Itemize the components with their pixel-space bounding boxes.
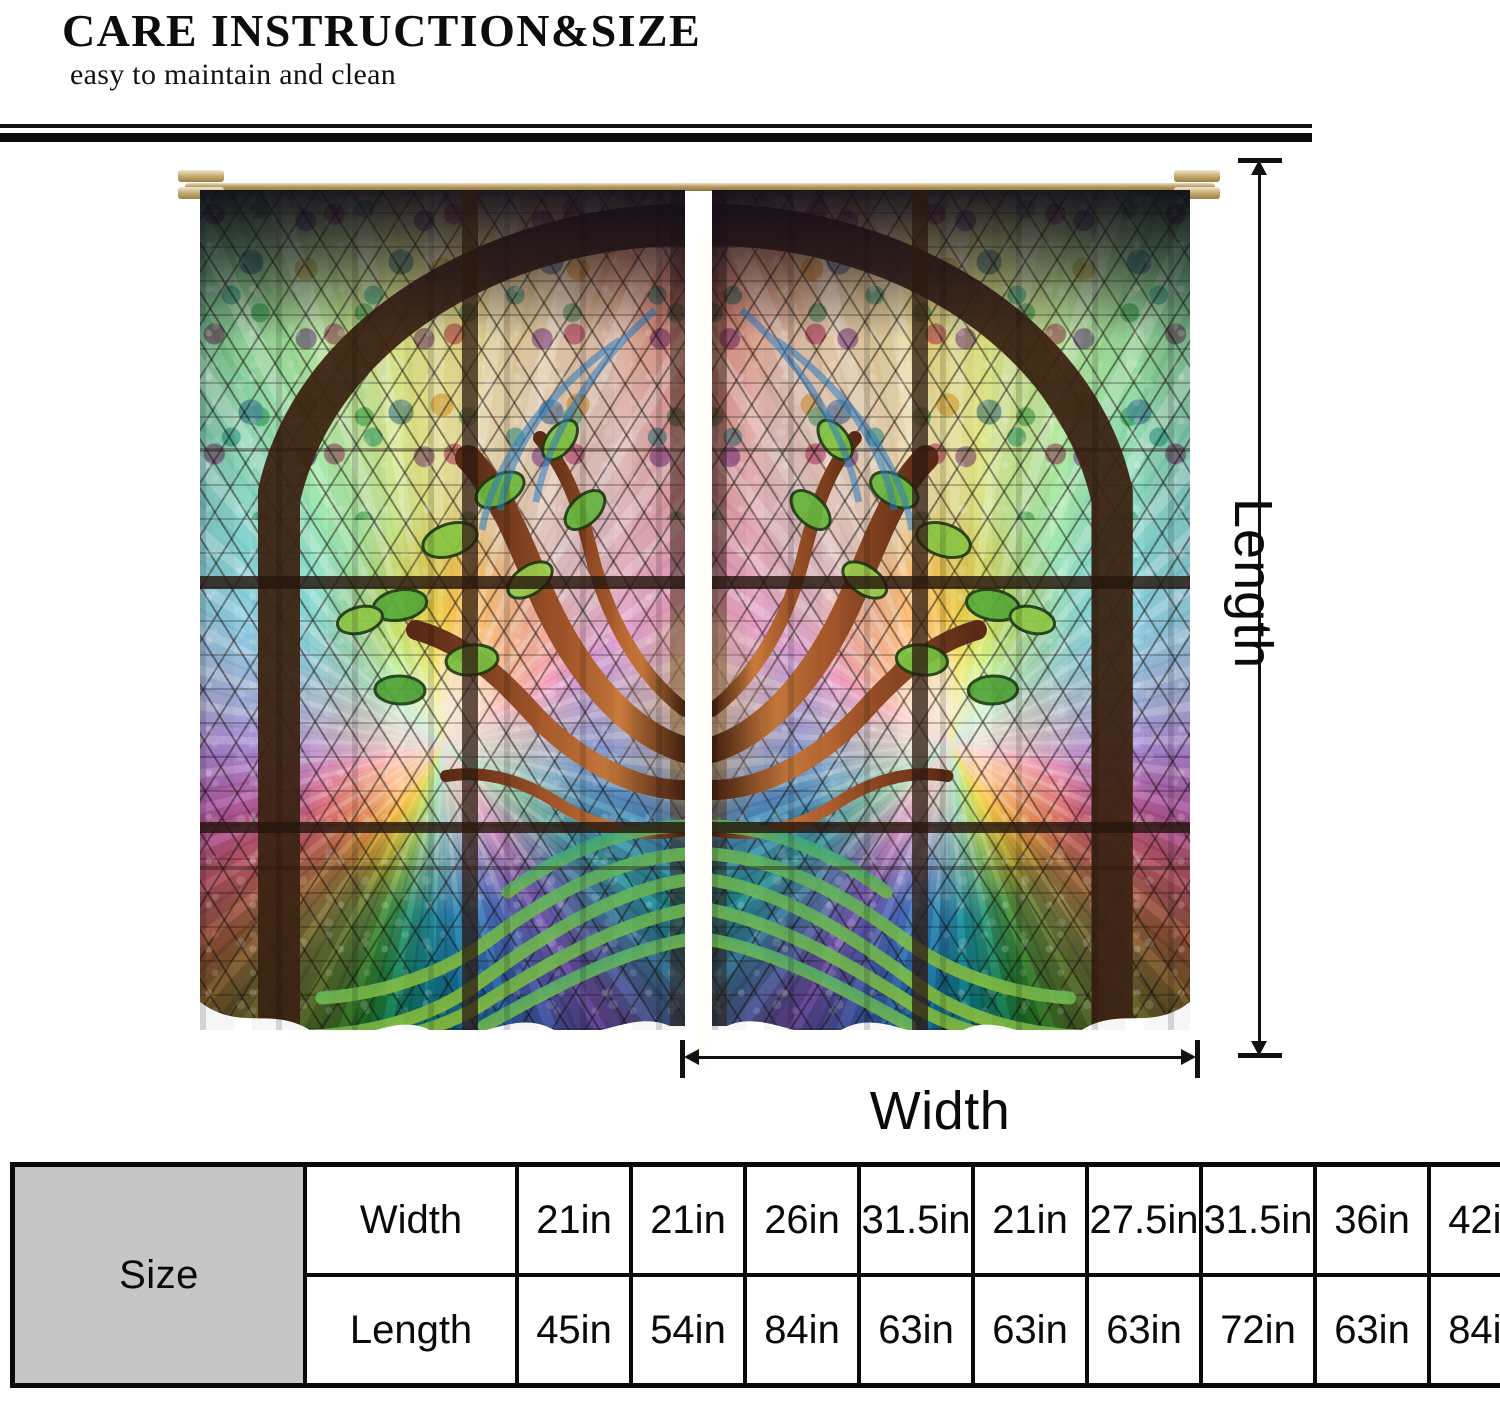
tree-of-life-artwork-left (200, 190, 685, 1030)
width-value-7: 31.5in (1199, 1162, 1317, 1277)
product-image (0, 150, 1280, 1070)
table-row-length: Length 45in 54in 84in 63in 63in 63in 72i… (13, 1273, 1500, 1388)
tree-of-life-artwork-right (712, 190, 1190, 1030)
window-mullion-right-1 (712, 576, 1190, 589)
length-value-8: 63in (1313, 1273, 1431, 1388)
length-value-2: 54in (629, 1273, 747, 1388)
length-value-5: 63in (971, 1273, 1089, 1388)
width-dimension-callout: Width (680, 1040, 1200, 1141)
length-value-7: 72in (1199, 1273, 1317, 1388)
width-value-3: 26in (743, 1162, 861, 1277)
width-value-9: 42in (1427, 1162, 1500, 1277)
row-label-length: Length (303, 1273, 519, 1388)
size-table: Size Width 21in 21in 26in 31.5in 21in 27… (10, 1162, 1500, 1388)
length-arrowhead-down-icon (1251, 1041, 1267, 1056)
panel-gap-light (685, 230, 712, 1070)
window-mullion-left-2 (200, 822, 685, 833)
length-label: Length (1223, 498, 1283, 670)
curtain-header-shadow-left (200, 190, 685, 340)
curtain-panel-right (712, 190, 1190, 1030)
size-header-cell: Size (10, 1162, 307, 1388)
window-mullion-right-2 (712, 822, 1190, 833)
row-label-width: Width (303, 1162, 519, 1277)
window-mullion-vertical-right (912, 190, 928, 1030)
width-arrow-line (694, 1056, 1186, 1059)
size-chart: Size Width 21in 21in 26in 31.5in 21in 27… (10, 1162, 1500, 1388)
curtain-rod (185, 183, 1215, 191)
window-mullion-left-3 (200, 866, 685, 870)
length-value-9: 84in (1427, 1273, 1500, 1388)
curtain-header-shadow-right (712, 190, 1190, 340)
window-mullion-right-4 (712, 448, 1190, 451)
length-value-6: 63in (1085, 1273, 1203, 1388)
page-title: CARE INSTRUCTION&SIZE (62, 5, 702, 56)
window-mullion-vertical-left (462, 190, 478, 1030)
width-value-8: 36in (1313, 1162, 1431, 1277)
length-arrowhead-up-icon (1251, 160, 1267, 175)
curtain-panels (200, 190, 1190, 1070)
page-subtitle: easy to maintain and clean (70, 58, 397, 91)
width-value-2: 21in (629, 1162, 747, 1277)
width-tick-right (1195, 1040, 1200, 1078)
length-value-1: 45in (515, 1273, 633, 1388)
window-mullion-left-4 (200, 448, 685, 451)
width-value-1: 21in (515, 1162, 633, 1277)
window-mullion-left-1 (200, 576, 685, 589)
width-value-6: 27.5in (1085, 1162, 1203, 1277)
width-arrowhead-right-icon (1181, 1049, 1196, 1065)
curtain-panel-left (200, 190, 685, 1030)
header-divider-thick (0, 133, 1312, 142)
width-value-5: 21in (971, 1162, 1089, 1277)
width-value-4: 31.5in (857, 1162, 975, 1277)
length-arrow-line (1258, 166, 1261, 1050)
table-row-width: Size Width 21in 21in 26in 31.5in 21in 27… (10, 1162, 1500, 1388)
length-value-4: 63in (857, 1273, 975, 1388)
width-label: Width (869, 1081, 1011, 1141)
window-mullion-right-3 (712, 866, 1190, 870)
width-arrowhead-left-icon (684, 1049, 699, 1065)
width-tick-left (680, 1040, 685, 1078)
length-dimension-callout: Length (1223, 158, 1358, 1058)
length-value-3: 84in (743, 1273, 861, 1388)
header-divider-thin (0, 124, 1312, 128)
